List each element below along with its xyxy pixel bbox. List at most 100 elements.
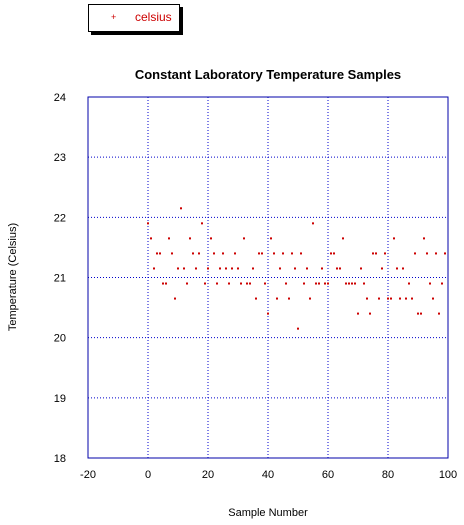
data-point — [315, 282, 317, 285]
x-tick-label: 60 — [322, 469, 334, 481]
data-point — [276, 297, 278, 300]
data-point — [225, 267, 227, 270]
data-point — [231, 267, 233, 270]
y-axis-label: Temperature (Celsius) — [7, 223, 19, 331]
x-axis-label: Sample Number — [228, 507, 308, 519]
data-point — [414, 252, 416, 255]
data-point — [327, 282, 329, 285]
data-point — [399, 297, 401, 300]
data-point — [426, 252, 428, 255]
data-point — [411, 297, 413, 300]
data-point — [339, 267, 341, 270]
data-point — [174, 297, 176, 300]
legend-label: celsius — [135, 10, 172, 24]
data-point — [282, 252, 284, 255]
data-point — [147, 222, 149, 225]
data-point — [216, 282, 218, 285]
data-point — [237, 267, 239, 270]
data-point — [372, 252, 374, 255]
data-point — [219, 267, 221, 270]
chart-title: Constant Laboratory Temperature Samples — [135, 67, 401, 82]
data-point — [156, 252, 158, 255]
data-point — [405, 297, 407, 300]
data-point — [324, 282, 326, 285]
data-point — [186, 282, 188, 285]
data-point — [396, 267, 398, 270]
data-point — [270, 237, 272, 240]
data-point — [183, 267, 185, 270]
data-point — [168, 237, 170, 240]
data-point — [423, 237, 425, 240]
data-point — [333, 252, 335, 255]
data-point — [246, 282, 248, 285]
data-point — [357, 312, 359, 315]
data-point — [285, 282, 287, 285]
y-tick-label: 20 — [54, 333, 66, 345]
x-tick-label: -20 — [80, 469, 96, 481]
data-point — [150, 237, 152, 240]
data-point — [375, 252, 377, 255]
data-point — [177, 267, 179, 270]
data-point — [234, 252, 236, 255]
data-point — [312, 222, 314, 225]
data-point — [435, 252, 437, 255]
data-point — [354, 282, 356, 285]
data-point — [351, 282, 353, 285]
x-tick-label: 40 — [262, 469, 274, 481]
y-tick-label: 19 — [54, 393, 66, 405]
ticks: -20 0 20 40 60 80 100 18 19 20 21 22 23 24 — [54, 92, 457, 481]
data-point — [273, 252, 275, 255]
data-point — [252, 267, 254, 270]
x-tick-label: 20 — [202, 469, 214, 481]
data-point — [240, 282, 242, 285]
data-point — [348, 282, 350, 285]
data-point — [369, 312, 371, 315]
y-tick-label: 18 — [54, 453, 66, 465]
data-point — [306, 267, 308, 270]
data-point — [165, 282, 167, 285]
data-point — [255, 297, 257, 300]
data-point — [408, 282, 410, 285]
data-point — [291, 252, 293, 255]
y-tick-label: 22 — [54, 212, 66, 224]
data-point — [294, 267, 296, 270]
data-point — [222, 252, 224, 255]
data-point — [309, 297, 311, 300]
data-point — [336, 267, 338, 270]
data-point — [258, 252, 260, 255]
data-point — [198, 252, 200, 255]
data-point — [345, 282, 347, 285]
x-tick-label: 100 — [439, 469, 457, 481]
data-point — [204, 282, 206, 285]
data-point — [366, 297, 368, 300]
data-point — [264, 282, 266, 285]
data-point — [321, 267, 323, 270]
data-point — [189, 237, 191, 240]
data-point — [441, 282, 443, 285]
data-point — [210, 237, 212, 240]
data-point — [378, 297, 380, 300]
data-point — [393, 237, 395, 240]
data-point — [162, 282, 164, 285]
data-point — [429, 282, 431, 285]
data-point — [318, 282, 320, 285]
data-point — [243, 237, 245, 240]
data-point — [387, 297, 389, 300]
data-point — [330, 252, 332, 255]
data-point — [180, 207, 182, 210]
data-point — [297, 327, 299, 330]
data-point — [444, 252, 446, 255]
data-point — [159, 252, 161, 255]
data-point — [432, 297, 434, 300]
data-point — [153, 267, 155, 270]
data-point — [213, 252, 215, 255]
data-point — [195, 267, 197, 270]
y-tick-label: 24 — [54, 92, 66, 104]
data-points — [147, 207, 446, 330]
data-point — [261, 252, 263, 255]
data-point — [384, 252, 386, 255]
data-point — [363, 282, 365, 285]
data-point — [249, 282, 251, 285]
data-point — [279, 267, 281, 270]
